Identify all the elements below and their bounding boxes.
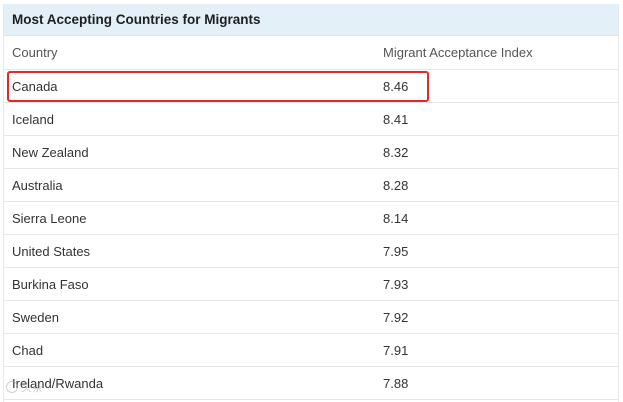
index-cell: 8.41 [383,111,409,127]
table-row: Burkina Faso 7.93 [4,268,618,301]
country-cell: Sierra Leone [12,210,87,226]
index-cell: 8.14 [383,210,409,226]
table-row: United States 7.95 [4,235,618,268]
index-cell: 7.93 [383,276,409,292]
index-cell: 8.28 [383,177,409,193]
index-cell: 7.88 [383,375,409,391]
country-cell: Chad [12,342,44,358]
camera-icon [6,381,18,393]
table-row: New Zealand 8.32 [4,136,618,169]
table-row: Canada 8.46 [4,70,618,103]
table-row: Australia 8.28 [4,169,618,202]
column-header-index: Migrant Acceptance Index [383,45,533,60]
country-cell: Burkina Faso [12,276,89,292]
table-row: Ireland/Rwanda 7.88 [4,367,618,400]
index-cell: 7.91 [383,342,409,358]
country-cell: Canada [12,78,58,94]
country-cell: Sweden [12,309,59,325]
watermark: 头条 [6,379,43,395]
table-title: Most Accepting Countries for Migrants [4,4,618,36]
country-cell: Australia [12,177,63,193]
country-cell: New Zealand [12,144,89,160]
table-row: Sierra Leone 8.14 [4,202,618,235]
index-cell: 7.92 [383,309,409,325]
country-cell: Iceland [12,111,54,127]
migrants-table: Most Accepting Countries for Migrants Co… [3,4,619,402]
country-cell: Ireland/Rwanda [12,375,104,391]
index-cell: 8.46 [383,78,409,94]
watermark-text: 头条 [21,382,43,394]
country-cell: United States [12,243,91,259]
column-header-country: Country [12,45,58,60]
table-row: Sweden 7.92 [4,301,618,334]
table-row: Chad 7.91 [4,334,618,367]
index-cell: 7.95 [383,243,409,259]
table-header-row: Country Migrant Acceptance Index [4,36,618,70]
table-row: Iceland 8.41 [4,103,618,136]
index-cell: 8.32 [383,144,409,160]
